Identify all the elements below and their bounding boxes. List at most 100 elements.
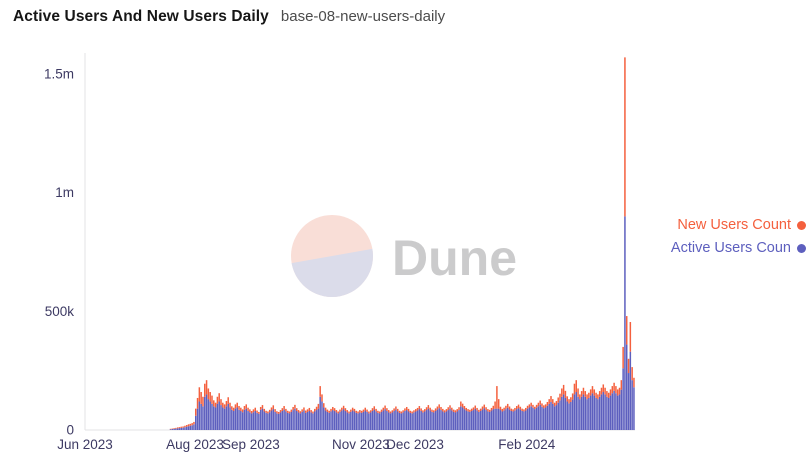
bar-active-users[interactable] (283, 409, 285, 430)
bar-new-users[interactable] (541, 403, 543, 407)
bar-active-users[interactable] (537, 406, 540, 430)
bar-active-users[interactable] (341, 410, 343, 430)
bar-active-users[interactable] (227, 403, 229, 430)
bar-active-users[interactable] (279, 412, 282, 430)
bar-new-users[interactable] (319, 386, 321, 397)
bar-active-users[interactable] (196, 408, 199, 430)
bar-new-users[interactable] (247, 407, 249, 412)
bar-new-users[interactable] (442, 408, 444, 412)
bar-new-users[interactable] (195, 408, 197, 416)
bar-new-users[interactable] (431, 409, 433, 412)
bar-new-users[interactable] (330, 408, 332, 412)
bar-new-users[interactable] (308, 407, 311, 412)
bar-new-users[interactable] (602, 384, 605, 393)
bar-new-users[interactable] (595, 392, 597, 398)
bar-new-users[interactable] (229, 402, 231, 408)
bar-new-users[interactable] (389, 411, 392, 414)
bar-active-users[interactable] (557, 402, 559, 430)
bar-active-users[interactable] (335, 412, 338, 430)
bar-active-users[interactable] (205, 394, 208, 430)
bar-active-users[interactable] (479, 411, 482, 430)
bar-active-users[interactable] (501, 411, 504, 430)
bar-new-users[interactable] (555, 401, 558, 406)
bar-new-users[interactable] (469, 409, 471, 412)
bar-active-users[interactable] (396, 411, 399, 430)
bar-active-users[interactable] (333, 411, 336, 430)
bar-new-users[interactable] (184, 425, 186, 428)
bar-active-users[interactable] (499, 410, 502, 430)
bar-new-users[interactable] (447, 407, 449, 411)
bar-active-users[interactable] (416, 410, 419, 430)
bar-active-users[interactable] (348, 413, 350, 430)
bar-active-users[interactable] (319, 396, 321, 430)
bar-new-users[interactable] (214, 402, 217, 408)
bar-new-users[interactable] (283, 406, 285, 410)
bar-active-users[interactable] (214, 407, 217, 430)
bar-new-users[interactable] (476, 407, 478, 411)
bar-new-users[interactable] (276, 411, 278, 414)
bar-new-users[interactable] (418, 406, 421, 410)
bar-active-users[interactable] (478, 411, 480, 430)
bar-new-users[interactable] (191, 423, 193, 426)
bar-active-users[interactable] (218, 401, 220, 430)
bar-active-users[interactable] (310, 412, 312, 430)
bar-new-users[interactable] (481, 406, 484, 410)
bar-active-users[interactable] (591, 393, 594, 430)
bar-new-users[interactable] (514, 407, 516, 411)
bar-new-users[interactable] (597, 394, 599, 400)
bar-new-users[interactable] (517, 404, 520, 409)
bar-new-users[interactable] (373, 406, 376, 410)
bar-new-users[interactable] (552, 399, 554, 404)
bar-new-users[interactable] (611, 386, 614, 394)
bar-active-users[interactable] (476, 410, 478, 430)
bar-active-users[interactable] (315, 410, 318, 430)
bar-active-users[interactable] (328, 412, 330, 430)
bar-active-users[interactable] (314, 411, 316, 430)
bar-active-users[interactable] (178, 428, 181, 430)
bar-active-users[interactable] (267, 413, 269, 430)
bar-new-users[interactable] (413, 410, 415, 413)
bar-active-users[interactable] (413, 412, 415, 430)
bar-active-users[interactable] (231, 409, 233, 430)
bar-active-users[interactable] (357, 413, 359, 430)
bar-new-users[interactable] (521, 408, 523, 412)
bar-new-users[interactable] (568, 399, 570, 404)
bar-new-users[interactable] (398, 410, 401, 413)
bar-active-users[interactable] (353, 411, 356, 430)
bar-active-users[interactable] (355, 412, 357, 430)
bar-new-users[interactable] (200, 392, 202, 404)
bar-active-users[interactable] (337, 413, 339, 430)
bar-active-users[interactable] (259, 409, 262, 430)
bar-new-users[interactable] (505, 405, 507, 410)
bar-active-users[interactable] (611, 393, 614, 430)
bar-active-users[interactable] (451, 410, 453, 430)
bar-active-users[interactable] (368, 413, 370, 430)
bar-new-users[interactable] (553, 402, 556, 407)
bar-active-users[interactable] (234, 408, 237, 430)
bar-new-users[interactable] (258, 411, 260, 414)
bar-new-users[interactable] (216, 396, 219, 404)
bar-new-users[interactable] (337, 411, 339, 414)
bar-active-users[interactable] (369, 412, 372, 430)
bar-new-users[interactable] (512, 409, 514, 412)
bar-new-users[interactable] (515, 406, 518, 410)
bar-new-users[interactable] (375, 408, 377, 412)
bar-active-users[interactable] (616, 395, 619, 430)
bar-active-users[interactable] (409, 412, 412, 430)
bar-new-users[interactable] (202, 396, 204, 407)
bar-active-users[interactable] (407, 411, 410, 430)
bar-new-users[interactable] (465, 407, 467, 411)
bar-active-users[interactable] (525, 410, 527, 430)
bar-active-users[interactable] (555, 405, 558, 430)
bar-new-users[interactable] (550, 396, 552, 402)
bar-active-users[interactable] (299, 413, 302, 430)
bar-new-users[interactable] (353, 408, 356, 412)
bar-new-users[interactable] (196, 397, 199, 409)
bar-new-users[interactable] (377, 410, 379, 413)
bar-active-users[interactable] (483, 408, 486, 430)
bar-active-users[interactable] (571, 399, 574, 430)
bar-active-users[interactable] (443, 412, 446, 430)
bar-new-users[interactable] (607, 392, 610, 398)
bar-new-users[interactable] (579, 394, 581, 400)
bar-new-users[interactable] (429, 407, 431, 411)
